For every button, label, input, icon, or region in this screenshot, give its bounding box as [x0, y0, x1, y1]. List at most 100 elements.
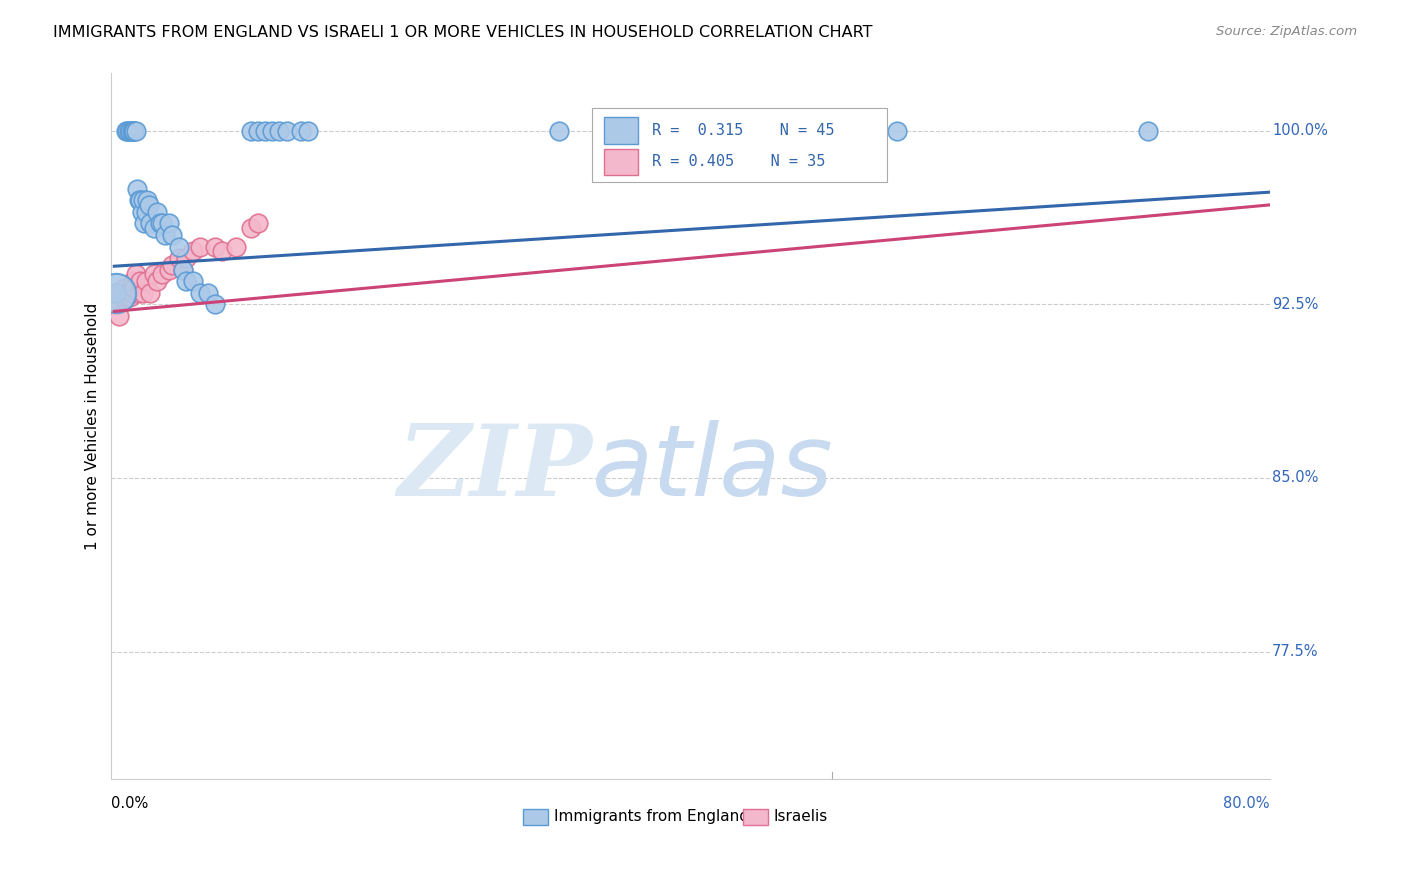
Point — [114, 285, 136, 300]
Point — [239, 221, 262, 235]
Point — [104, 285, 127, 300]
Text: 85.0%: 85.0% — [1272, 470, 1319, 485]
Point — [174, 274, 197, 288]
Point — [167, 239, 190, 253]
Point — [150, 216, 173, 230]
Point — [125, 268, 148, 282]
Point — [131, 204, 153, 219]
Point — [104, 285, 127, 300]
Point — [122, 124, 145, 138]
Point — [124, 124, 146, 138]
Point — [117, 285, 139, 300]
Point — [167, 251, 190, 265]
Point — [239, 124, 262, 138]
Point — [886, 124, 908, 138]
Point — [120, 290, 142, 304]
Point — [190, 285, 212, 300]
Text: 77.5%: 77.5% — [1272, 644, 1319, 659]
Point — [174, 251, 197, 265]
Point — [157, 216, 180, 230]
Point — [132, 194, 155, 208]
Point — [121, 285, 143, 300]
Point — [150, 268, 173, 282]
Text: IMMIGRANTS FROM ENGLAND VS ISRAELI 1 OR MORE VEHICLES IN HOUSEHOLD CORRELATION C: IMMIGRANTS FROM ENGLAND VS ISRAELI 1 OR … — [53, 25, 873, 40]
FancyBboxPatch shape — [523, 809, 548, 825]
Point — [115, 124, 138, 138]
Point — [125, 124, 148, 138]
Text: 80.0%: 80.0% — [1223, 797, 1270, 812]
Point — [115, 290, 138, 304]
Point — [1136, 124, 1159, 138]
Point — [134, 216, 156, 230]
Point — [143, 221, 166, 235]
Point — [160, 227, 183, 242]
Point — [269, 124, 291, 138]
Point — [262, 124, 284, 138]
Point — [107, 309, 129, 323]
Point — [121, 124, 143, 138]
Text: R = 0.405    N = 35: R = 0.405 N = 35 — [652, 154, 825, 169]
FancyBboxPatch shape — [603, 117, 638, 144]
Point — [139, 285, 162, 300]
Text: R =  0.315    N = 45: R = 0.315 N = 45 — [652, 123, 835, 137]
Text: 100.0%: 100.0% — [1272, 123, 1327, 138]
Point — [117, 124, 139, 138]
Text: Source: ZipAtlas.com: Source: ZipAtlas.com — [1216, 25, 1357, 38]
Point — [128, 285, 150, 300]
Point — [548, 124, 571, 138]
Point — [146, 274, 169, 288]
Point — [122, 274, 145, 288]
Point — [120, 124, 142, 138]
Point — [190, 239, 212, 253]
Point — [108, 285, 131, 300]
Point — [135, 274, 157, 288]
Point — [211, 244, 233, 259]
Point — [172, 262, 194, 277]
Point — [111, 290, 134, 304]
Point — [253, 124, 276, 138]
Point — [204, 297, 226, 311]
FancyBboxPatch shape — [742, 809, 768, 825]
FancyBboxPatch shape — [603, 148, 638, 176]
Point — [181, 244, 204, 259]
Point — [181, 274, 204, 288]
Text: atlas: atlas — [592, 420, 834, 516]
Point — [129, 274, 152, 288]
Point — [160, 258, 183, 272]
Point — [110, 285, 132, 300]
Point — [246, 124, 269, 138]
Point — [122, 124, 145, 138]
Point — [104, 285, 127, 300]
Point — [139, 216, 162, 230]
Point — [128, 194, 150, 208]
Y-axis label: 1 or more Vehicles in Household: 1 or more Vehicles in Household — [86, 302, 100, 549]
Point — [246, 216, 269, 230]
Text: 0.0%: 0.0% — [111, 797, 149, 812]
Point — [153, 227, 176, 242]
Point — [172, 262, 194, 277]
Point — [157, 262, 180, 277]
Text: Immigrants from England: Immigrants from England — [554, 809, 749, 824]
Point — [124, 281, 146, 295]
Point — [197, 285, 219, 300]
Point — [138, 198, 160, 212]
Point — [276, 124, 298, 138]
Point — [112, 281, 135, 295]
Point — [132, 285, 155, 300]
Point — [105, 297, 128, 311]
Point — [225, 239, 247, 253]
Point — [129, 194, 152, 208]
Point — [149, 216, 172, 230]
Point — [143, 268, 166, 282]
FancyBboxPatch shape — [592, 108, 887, 182]
Point — [127, 182, 149, 196]
Point — [136, 194, 159, 208]
Point — [290, 124, 312, 138]
Point — [135, 204, 157, 219]
Text: Israelis: Israelis — [773, 809, 828, 824]
Point — [204, 239, 226, 253]
Point — [146, 204, 169, 219]
Text: ZIP: ZIP — [396, 420, 592, 516]
Text: 92.5%: 92.5% — [1272, 297, 1319, 312]
Point — [297, 124, 319, 138]
